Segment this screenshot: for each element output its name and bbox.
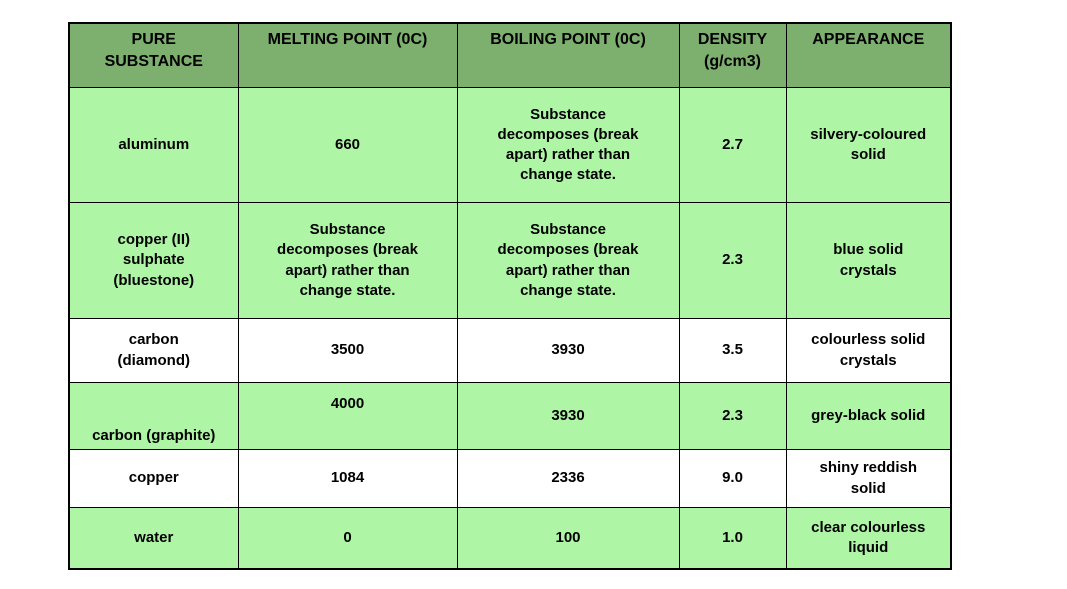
cell-substance: aluminum — [68, 87, 239, 203]
cell-boiling: 2336 — [456, 449, 680, 508]
cell-boiling: 3930 — [456, 318, 680, 383]
cell-boiling: 100 — [456, 507, 680, 570]
cell-density: 9.0 — [678, 449, 787, 508]
cell-melting: Substance decomposes (break apart) rathe… — [237, 202, 458, 319]
cell-substance: copper — [68, 449, 239, 508]
table-header: PURE SUBSTANCE MELTING POINT (0C) BOILIN… — [68, 22, 952, 88]
table-row: copper 1084 2336 9.0 shiny reddish solid — [68, 449, 952, 508]
cell-boiling: 3930 — [456, 382, 680, 450]
table-row: copper (II) sulphate (bluestone) Substanc… — [68, 202, 952, 319]
cell-appearance: clear colourless liquid — [785, 507, 952, 570]
cell-substance: carbon (diamond) — [68, 318, 239, 383]
table-row: carbon (graphite) 4000 3930 2.3 grey-black s… — [68, 382, 952, 450]
cell-melting: 3500 — [237, 318, 458, 383]
cell-density: 2.3 — [678, 382, 787, 450]
cell-density: 2.3 — [678, 202, 787, 319]
cell-melting: 4000 — [237, 382, 458, 450]
table-row: aluminum 660 Substance decomposes (break a… — [68, 87, 952, 203]
cell-melting: 660 — [237, 87, 458, 203]
header-row: PURE SUBSTANCE MELTING POINT (0C) BOILIN… — [68, 22, 952, 88]
cell-appearance: shiny reddish solid — [785, 449, 952, 508]
column-header-boiling-point: BOILING POINT (0C) — [456, 22, 680, 88]
cell-melting: 1084 — [237, 449, 458, 508]
cell-substance: carbon (graphite) — [68, 382, 239, 450]
column-header-melting-point: MELTING POINT (0C) — [237, 22, 458, 88]
cell-appearance: grey-black solid — [785, 382, 952, 450]
cell-appearance: colourless solid crystals — [785, 318, 952, 383]
table-row: water 0 100 1.0 clear colourless liquid — [68, 507, 952, 570]
cell-boiling: Substance decomposes (break apart) rathe… — [456, 87, 680, 203]
cell-appearance: blue solid crystals — [785, 202, 952, 319]
cell-density: 1.0 — [678, 507, 787, 570]
column-header-pure-substance: PURE SUBSTANCE — [68, 22, 239, 88]
cell-appearance: silvery-coloured solid — [785, 87, 952, 203]
column-header-appearance: APPEARANCE — [785, 22, 952, 88]
cell-substance: copper (II) sulphate (bluestone) — [68, 202, 239, 319]
column-header-density: DENSITY (g/cm3) — [678, 22, 787, 88]
cell-substance: water — [68, 507, 239, 570]
table-body: aluminum 660 Substance decomposes (break a… — [68, 87, 952, 570]
cell-boiling: Substance decomposes (break apart) rathe… — [456, 202, 680, 319]
pure-substances-table: PURE SUBSTANCE MELTING POINT (0C) BOILIN… — [68, 22, 952, 570]
cell-density: 2.7 — [678, 87, 787, 203]
cell-density: 3.5 — [678, 318, 787, 383]
cell-melting: 0 — [237, 507, 458, 570]
table-row: carbon (diamond) 3500 3930 3.5 colourless so… — [68, 318, 952, 383]
